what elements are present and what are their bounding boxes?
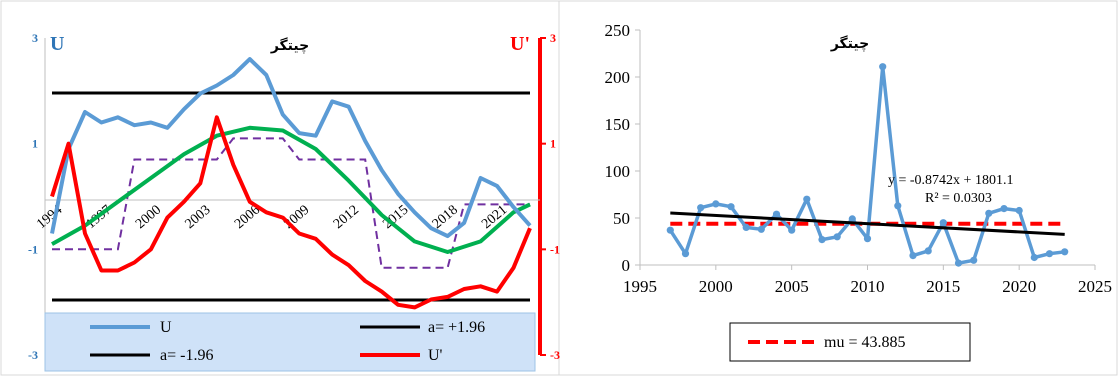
legend-mu-label: mu = 43.885: [824, 334, 905, 351]
right-y-tick-label: 100: [605, 162, 631, 181]
observed-point: [697, 204, 705, 212]
right-x-tick-label: 2025: [1078, 277, 1112, 296]
legend-plus-label: a= +1.96: [428, 319, 485, 336]
right-x-tick-label: 2005: [775, 277, 809, 296]
right-chart-frame: [558, 0, 1118, 376]
right-legend: mu = 43.885: [729, 322, 971, 362]
right-y-tick-label: 150: [605, 115, 631, 134]
observed-point: [742, 223, 750, 231]
green-trend-line: [51, 125, 531, 254]
observed-point: [848, 215, 856, 223]
right-y-tick-label: -3: [550, 348, 560, 362]
left-y-tick-label: 3: [32, 31, 38, 45]
observed-point: [803, 195, 811, 203]
u-prime-series-line: [50, 115, 532, 310]
observed-point: [1061, 248, 1069, 256]
observed-point: [939, 219, 947, 227]
observed-point: [894, 202, 902, 210]
observed-point: [1045, 250, 1054, 258]
observed-point: [666, 226, 674, 234]
observed-point: [757, 225, 765, 233]
right-x-tick-label: 2015: [926, 277, 960, 296]
observed-point: [712, 200, 720, 208]
u-series-line: [50, 57, 532, 239]
observed-point: [818, 236, 826, 244]
observed-point: [727, 203, 735, 211]
observed-point: [788, 226, 796, 234]
right-x-tick-label: 2020: [1002, 277, 1036, 296]
u-axis-label: U: [50, 33, 64, 55]
trendline-equation: y = -0.8742x + 1801.1: [888, 173, 1013, 188]
right-y-tick-label: -1: [550, 242, 560, 256]
observed-point: [909, 252, 917, 260]
observed-point: [772, 210, 781, 218]
u-prime-axis-label: U': [510, 33, 530, 55]
legend-u-label: U: [160, 319, 172, 336]
right-y-tick-label: 250: [605, 21, 631, 40]
right-y-tick-label: 3: [550, 31, 556, 45]
observed-point: [1015, 206, 1023, 215]
legend-box: [44, 312, 536, 372]
observed-point: [1000, 205, 1008, 213]
right-y-tick-label: 0: [622, 256, 631, 275]
observed-point: [833, 233, 841, 241]
left-chart-title: چیتگر: [270, 37, 309, 54]
observed-point: [681, 250, 690, 258]
right-x-tick-label: 2000: [699, 277, 733, 296]
trendline-r2: R² = 0.0303: [925, 191, 992, 206]
purple-step-line: [52, 137, 530, 269]
observed-point: [924, 247, 932, 255]
left-y-tick-label: 1: [32, 137, 38, 151]
linear-trendline: [670, 211, 1065, 236]
right-y-tick-label: 50: [613, 209, 630, 228]
right-chart: چیتگر 0 50 100 150 200 250 1995 2000 2005 2010 20…: [605, 21, 1112, 362]
observed-point: [1030, 253, 1038, 262]
observed-point: [954, 259, 963, 267]
right-x-tick-label: 2010: [851, 277, 885, 296]
right-y-tick-label: 200: [605, 68, 631, 87]
legend-minus-label: a= -1.96: [160, 347, 213, 364]
left-y-tick-label: -1: [28, 242, 38, 256]
left-legend: U a= +1.96 a= -1.96 U': [44, 312, 536, 372]
left-y-tick-label: -3: [28, 348, 38, 362]
legend-u-prime-label: U': [428, 347, 443, 364]
observed-point: [970, 256, 978, 264]
right-chart-title: چیتگر: [830, 35, 869, 52]
right-x-tick-label: 1995: [623, 277, 657, 296]
observed-point: [985, 209, 993, 217]
observed-point: [879, 63, 887, 71]
right-y-tick-label: 1: [550, 137, 556, 151]
observed-point: [863, 235, 872, 243]
